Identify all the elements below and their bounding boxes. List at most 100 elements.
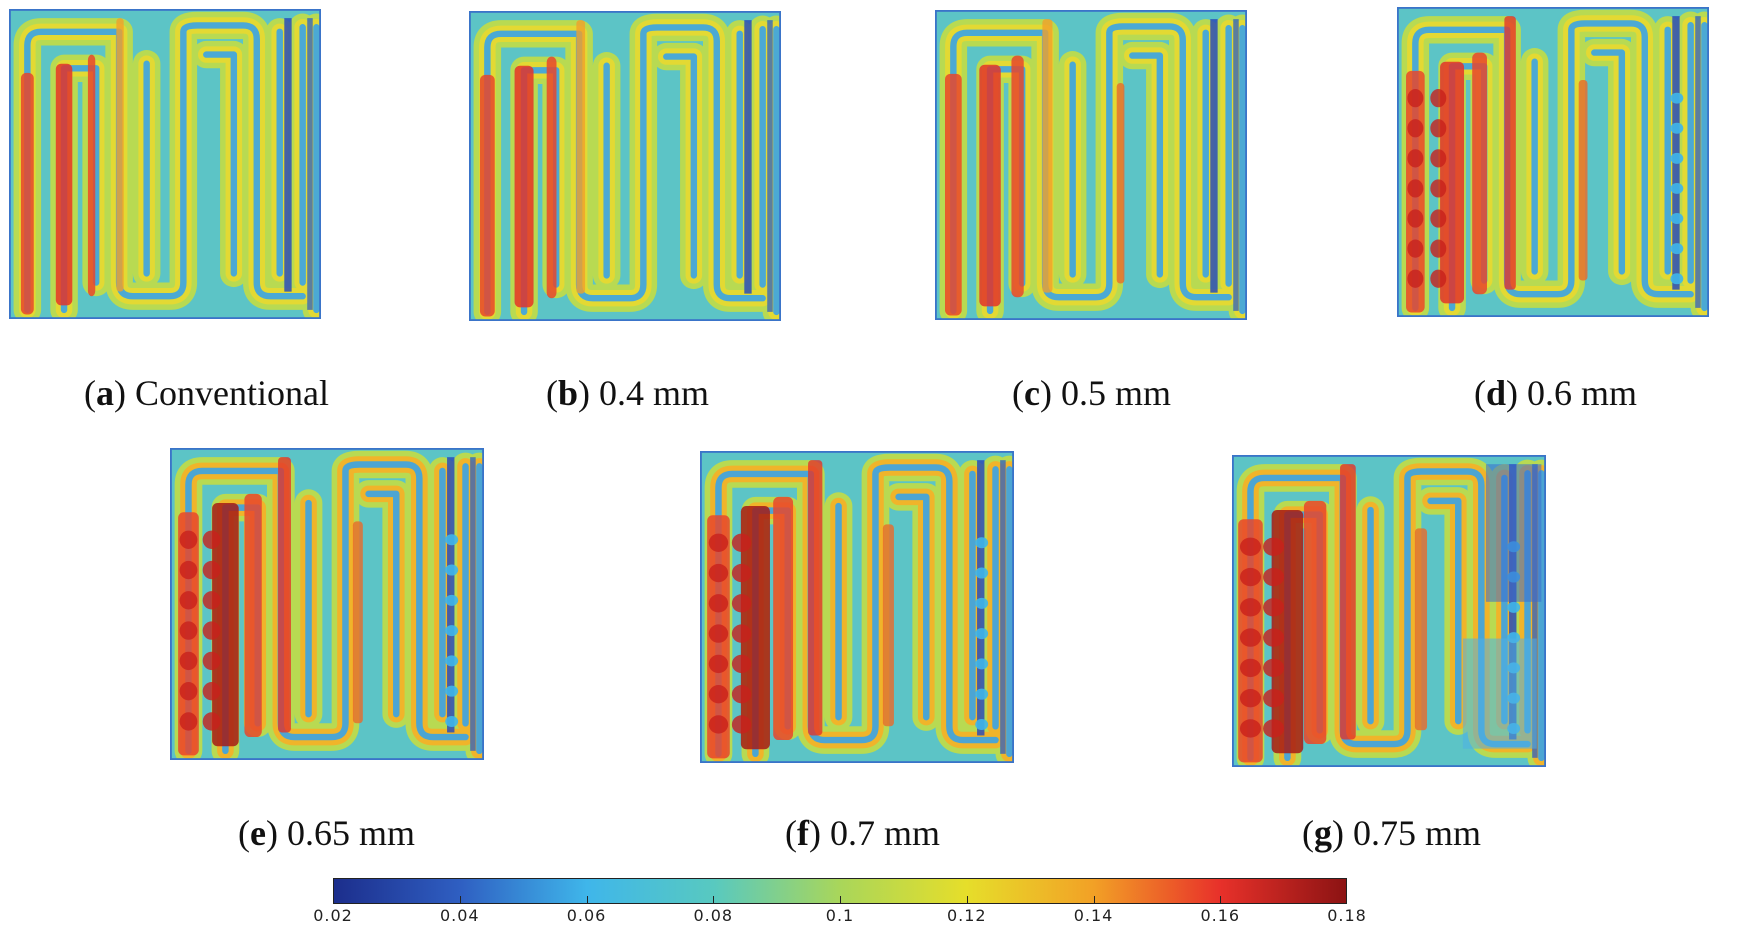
hot-bead [731,654,752,674]
hot-bead [1407,209,1424,228]
caption-c: (c) 0.5 mm [1012,373,1171,413]
hot-zone [979,64,1001,307]
contour-map-svg [469,11,781,321]
hot-stripe [1414,528,1428,731]
contour-map-svg [1232,455,1546,767]
hot-stripe [1042,19,1053,293]
hot-bead [1407,89,1424,108]
cool-bead [975,658,989,670]
hot-bead [731,533,752,552]
hot-bead [708,594,729,613]
cool-bead [1507,601,1521,613]
hot-bead [202,591,221,610]
cool-bead [445,655,459,667]
cool-bead [445,594,459,606]
channel-core [185,461,483,755]
channel-core [950,23,1246,315]
hot-stripe [1578,79,1588,281]
hot-bead [1430,239,1447,258]
cool-bead [445,564,459,576]
colorbar-tick-mark [586,896,588,904]
colorbar-tick-label: 0.16 [1200,906,1241,925]
hot-bead [179,560,198,580]
contour-panel-a [9,9,321,319]
cold-channel [1233,19,1239,311]
cool-bead [1670,152,1684,164]
cool-bead [975,628,989,640]
cool-region [1462,638,1537,749]
hot-bead [1407,179,1424,198]
hot-zone [514,65,534,308]
hot-zone [945,73,962,316]
hot-bead [179,682,198,701]
hot-bead [1239,537,1261,556]
hot-bead [1430,209,1447,228]
hot-bead [202,621,221,640]
caption-a: (a) Conventional [84,373,329,413]
caption-d: (d) 0.6 mm [1474,373,1638,413]
hot-stripe [882,524,894,727]
hot-bead [202,682,221,701]
hot-bead [708,533,729,552]
contour-map-svg [700,451,1014,763]
cool-bead [445,685,459,697]
cool-bead [1670,243,1684,255]
hot-bead [202,560,221,580]
hot-bead [1263,689,1285,708]
colorbar-tick-mark [966,896,968,904]
hot-bead [708,563,729,583]
cool-bead [445,534,459,546]
contour-panel-f [700,451,1014,763]
hot-bead [1430,149,1447,168]
hot-stripe [116,18,124,292]
hot-bead [179,591,198,610]
contour-panel-e [170,448,484,760]
cool-bead [975,597,989,609]
hot-zone [20,72,34,315]
hot-bead [708,624,729,643]
colorbar-tick-mark [459,896,461,904]
cold-channel [1532,464,1538,758]
caption-f: (f) 0.7 mm [785,813,941,853]
colorbar-tick-mark [1093,896,1095,904]
hot-bead [179,712,198,731]
hot-bead [708,685,729,704]
contour-panel-g [1232,455,1546,767]
hot-bead [179,621,198,640]
hot-bead [731,685,752,704]
colorbar-tick-label: 0.02 [313,906,353,925]
cool-bead [1670,273,1684,285]
hot-bead [731,594,752,613]
hot-bead [1239,567,1261,587]
channel-core [1412,20,1708,312]
hot-stripe [1340,464,1356,740]
hot-stripe [352,521,363,724]
hot-bead [708,654,729,674]
cold-region [1485,464,1542,602]
hot-bead [1430,89,1447,108]
hot-zone [1303,500,1327,745]
hot-bead [1430,119,1447,138]
colorbar-tick-label: 0.04 [439,906,480,925]
hot-bead [708,715,729,734]
channel-core [715,464,1013,758]
hot-zone [479,74,495,317]
cold-channel [1695,16,1701,308]
cold-channel [447,457,455,733]
cold-channel [307,18,313,310]
cool-bead [445,715,459,727]
hot-bead [202,530,221,549]
hot-stripe [576,20,586,294]
cool-bead [1670,122,1684,134]
hot-bead [1407,149,1424,168]
colorbar-tick-label: 0.18 [1327,906,1367,925]
cold-channel [1210,19,1218,293]
contour-panel-d [1397,7,1709,317]
cool-bead [975,567,989,579]
hot-bead [1239,658,1261,678]
hot-zone [1440,61,1465,304]
cold-channel [977,460,985,736]
hot-bead [202,651,221,671]
cool-bead [1670,182,1684,194]
hot-zone [55,63,73,306]
